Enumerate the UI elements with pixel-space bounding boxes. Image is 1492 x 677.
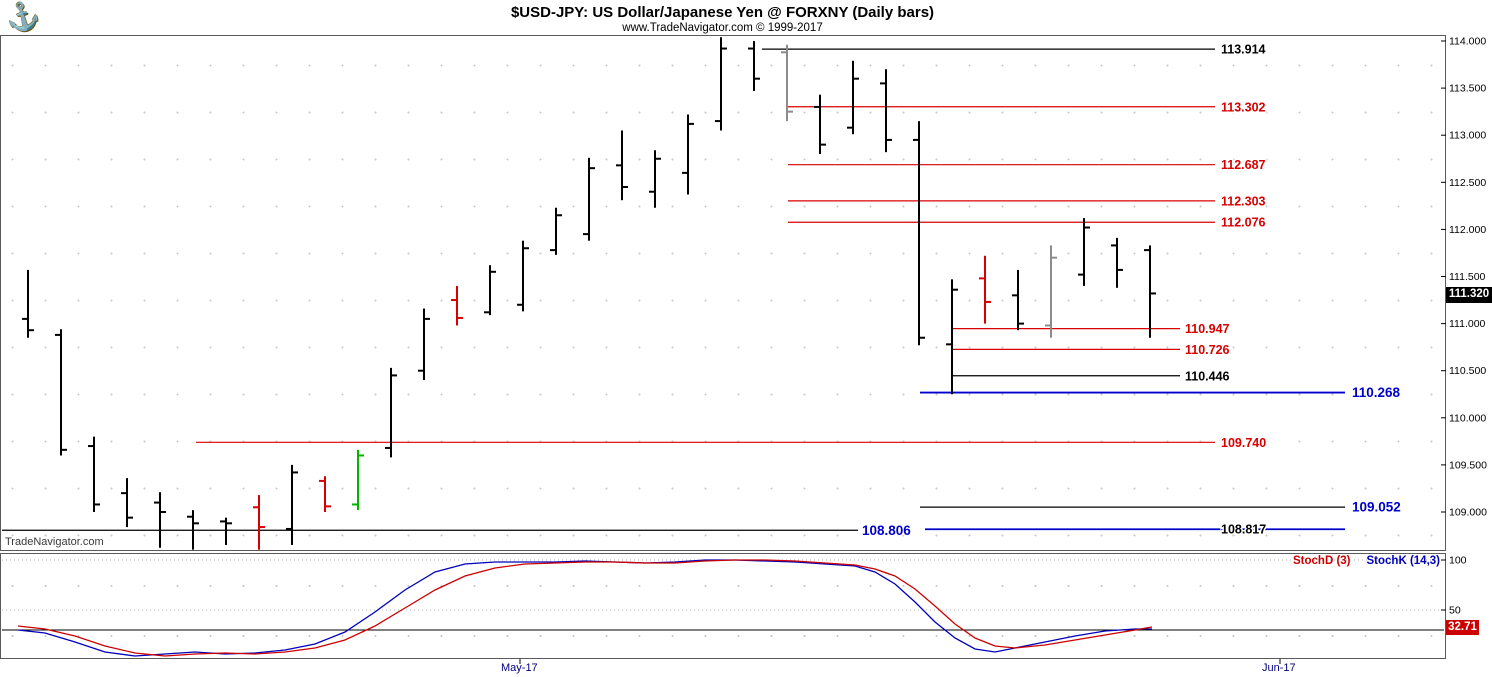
stoch-axis-label: 100 — [1449, 555, 1467, 567]
stochastic-legend: StochD (3) StochK (14,3) — [1040, 555, 1440, 567]
chart-title: $USD-JPY: US Dollar/Japanese Yen @ FORXN… — [510, 4, 935, 21]
watermark-text: TradeNavigator.com — [5, 536, 104, 548]
stoch-axis-label: 50 — [1449, 605, 1461, 617]
chart-header: $USD-JPY: US Dollar/Japanese Yen @ FORXN… — [0, 0, 1445, 34]
price-axis-label: 112.000 — [1449, 224, 1486, 236]
stochastic-panel[interactable] — [0, 553, 1446, 659]
price-axis-label: 114.000 — [1449, 36, 1486, 48]
price-axis-label: 112.500 — [1449, 177, 1486, 189]
price-axis-label: 113.500 — [1449, 83, 1486, 95]
price-axis-label: 111.000 — [1449, 318, 1486, 330]
x-axis-label-jun: Jun-17 — [1262, 662, 1296, 674]
price-axis-label: 110.500 — [1449, 365, 1486, 377]
x-axis-label-may: May-17 — [501, 662, 538, 674]
price-chart-panel[interactable] — [0, 35, 1446, 551]
price-axis-label: 109.000 — [1449, 507, 1487, 519]
legend-stochk-label[interactable]: StochK (14,3) — [1366, 555, 1441, 567]
price-axis-label: 110.000 — [1449, 412, 1486, 424]
legend-stochd-label[interactable]: StochD (3) — [1293, 555, 1351, 567]
stochastic-value-badge: 32.71 — [1446, 620, 1479, 635]
price-axis-label: 111.500 — [1449, 271, 1486, 283]
price-axis-label: 109.500 — [1449, 459, 1487, 471]
last-price-badge: 111.320 — [1446, 287, 1492, 303]
chart-subtitle: www.TradeNavigator.com © 1999-2017 — [622, 22, 823, 34]
price-axis-label: 113.000 — [1449, 130, 1486, 142]
